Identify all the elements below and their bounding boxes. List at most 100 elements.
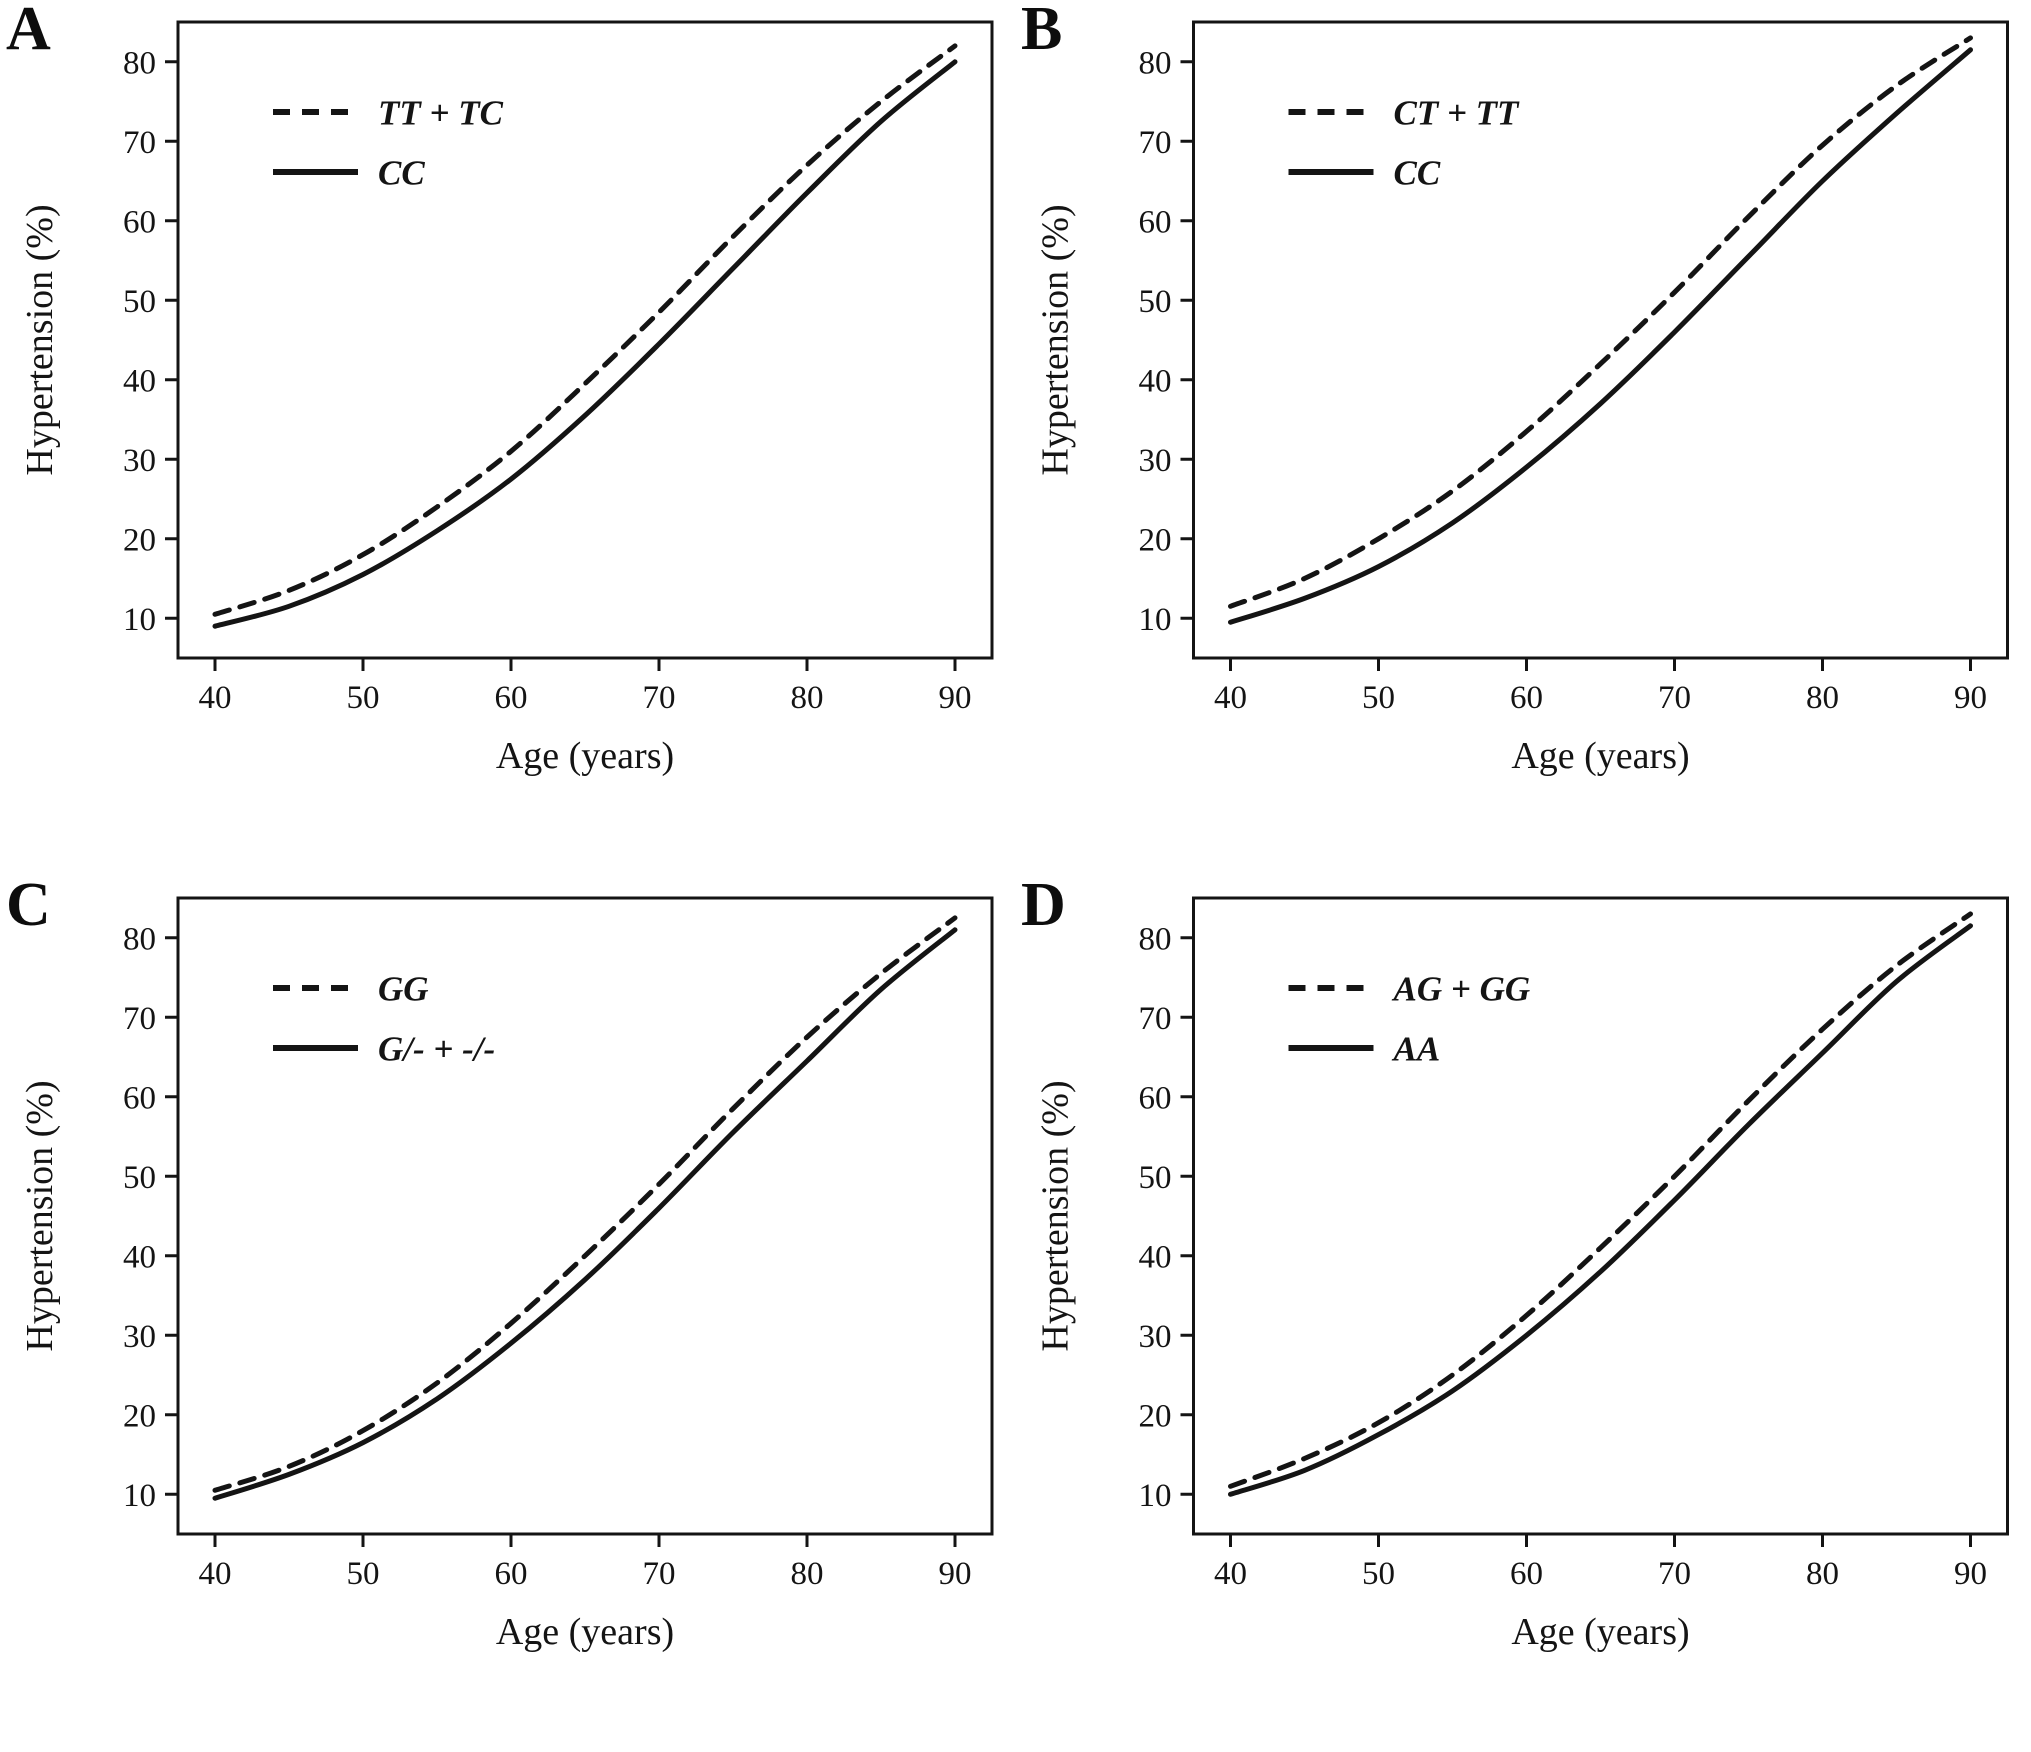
x-tick-label: 50 xyxy=(1362,1556,1395,1592)
y-tick-label: 10 xyxy=(123,1478,156,1514)
x-tick-label: 90 xyxy=(939,680,972,716)
panel-D: D 40 50 60 70 80 90 10 20 30 40 50 60 70 80 Age (years… xyxy=(1015,871,2031,1752)
x-tick-label: 50 xyxy=(1362,680,1395,716)
x-tick-label: 40 xyxy=(199,1556,232,1592)
y-tick-label: 40 xyxy=(1139,1239,1172,1275)
curve-dashed xyxy=(1228,35,1973,609)
legend-label: GG xyxy=(378,969,429,1008)
y-tick-label: 80 xyxy=(123,45,156,81)
y-tick-label: 50 xyxy=(1139,284,1172,320)
legend-label: CC xyxy=(1394,153,1441,192)
chart-panel-B: 40 50 60 70 80 90 10 20 30 40 50 60 70 80 Age (years) H… xyxy=(1035,20,2009,777)
x-axis-label: Age (years) xyxy=(496,1611,674,1653)
curve-solid xyxy=(212,59,958,629)
y-axis-label: Hypertension (%) xyxy=(19,204,61,475)
plot-area xyxy=(1192,896,2009,1536)
legend: CT + TT CC xyxy=(1288,93,1521,192)
plot-area xyxy=(176,896,994,1536)
y-tick-label: 60 xyxy=(1139,204,1172,240)
x-tick-label: 80 xyxy=(1806,680,1839,716)
legend-label: CT + TT xyxy=(1394,93,1521,132)
x-tick-label: 90 xyxy=(1954,680,1987,716)
x-tick-label: 60 xyxy=(1510,1556,1543,1592)
curve-solid xyxy=(212,927,958,1501)
y-tick-label: 10 xyxy=(1139,602,1172,638)
x-tick-label: 60 xyxy=(495,1556,528,1592)
panel-A: A 40 50 60 70 80 90 10 20 30 40 50 60 70 80 Age (years… xyxy=(0,0,1015,876)
chart-panel-C: 40 50 60 70 80 90 10 20 30 40 50 60 70 80 Age (years) H… xyxy=(19,896,994,1653)
y-tick-label: 70 xyxy=(1139,1001,1172,1037)
panel-B: B 40 50 60 70 80 90 10 20 30 40 50 60 70 80 Age (years… xyxy=(1015,0,2031,876)
y-tick-label: 10 xyxy=(1139,1478,1172,1514)
y-tick-label: 70 xyxy=(123,1001,156,1037)
x-tick-label: 80 xyxy=(791,680,824,716)
curve-solid xyxy=(1228,923,1973,1497)
x-tick-label: 40 xyxy=(1214,680,1247,716)
y-tick-label: 20 xyxy=(1139,1398,1172,1434)
legend: TT + TC CC xyxy=(273,93,504,192)
curve-dashed xyxy=(212,43,958,617)
curve-dashed xyxy=(1228,911,1973,1489)
x-tick-label: 40 xyxy=(199,680,232,716)
x-tick-label: 70 xyxy=(643,1556,676,1592)
x-axis-label: Age (years) xyxy=(496,735,674,777)
chart-panel-D: 40 50 60 70 80 90 10 20 30 40 50 60 70 80 Age (years) H… xyxy=(1035,896,2009,1653)
x-tick-label: 50 xyxy=(347,1556,380,1592)
curve-solid xyxy=(1228,47,1973,625)
y-tick-label: 70 xyxy=(123,125,156,161)
x-tick-label: 90 xyxy=(1954,1556,1987,1592)
x-tick-label: 50 xyxy=(347,680,380,716)
x-tick-label: 70 xyxy=(1658,680,1691,716)
plot-area xyxy=(1192,20,2009,660)
y-tick-label: 20 xyxy=(1139,522,1172,558)
x-tick-label: 60 xyxy=(495,680,528,716)
y-axis-label: Hypertension (%) xyxy=(1035,204,1077,475)
x-tick-label: 90 xyxy=(939,1556,972,1592)
y-tick-label: 80 xyxy=(123,921,156,957)
legend: GG G/- + -/- xyxy=(273,969,495,1068)
y-tick-label: 60 xyxy=(123,1080,156,1116)
x-tick-label: 70 xyxy=(643,680,676,716)
panel-C: C 40 50 60 70 80 90 10 20 30 40 50 60 70 80 Age (years… xyxy=(0,871,1015,1752)
y-axis-label: Hypertension (%) xyxy=(1035,1080,1077,1351)
y-tick-label: 20 xyxy=(123,522,156,558)
panel-label-A: A xyxy=(6,0,51,63)
panel-label-B: B xyxy=(1021,0,1063,63)
x-tick-label: 40 xyxy=(1214,1556,1247,1592)
y-tick-label: 20 xyxy=(123,1398,156,1434)
plot-area xyxy=(176,20,994,660)
y-tick-label: 50 xyxy=(123,284,156,320)
y-tick-label: 80 xyxy=(1139,921,1172,957)
y-tick-label: 80 xyxy=(1139,45,1172,81)
y-tick-label: 40 xyxy=(123,1239,156,1275)
x-axis-label: Age (years) xyxy=(1511,735,1689,777)
y-tick-label: 50 xyxy=(123,1160,156,1196)
curve-dashed xyxy=(212,915,958,1493)
y-tick-label: 40 xyxy=(1139,363,1172,399)
legend-label: AA xyxy=(1392,1029,1441,1068)
x-tick-label: 70 xyxy=(1658,1556,1691,1592)
y-tick-label: 30 xyxy=(123,443,156,479)
legend-label: G/- + -/- xyxy=(378,1029,495,1068)
y-tick-label: 40 xyxy=(123,363,156,399)
chart-panel-A: 40 50 60 70 80 90 10 20 30 40 50 60 70 80 Age (years) H… xyxy=(19,20,994,777)
y-tick-label: 60 xyxy=(1139,1080,1172,1116)
legend-label: TT + TC xyxy=(378,93,504,132)
y-tick-label: 60 xyxy=(123,204,156,240)
panel-label-D: D xyxy=(1021,871,1066,939)
x-axis-label: Age (years) xyxy=(1511,1611,1689,1653)
y-tick-label: 30 xyxy=(1139,443,1172,479)
y-axis-label: Hypertension (%) xyxy=(19,1080,61,1351)
legend-label: CC xyxy=(378,153,425,192)
y-tick-label: 10 xyxy=(123,602,156,638)
x-tick-label: 60 xyxy=(1510,680,1543,716)
y-tick-label: 30 xyxy=(1139,1319,1172,1355)
y-tick-label: 50 xyxy=(1139,1160,1172,1196)
y-tick-label: 30 xyxy=(123,1319,156,1355)
panel-label-C: C xyxy=(6,871,51,939)
legend: AG + GG AA xyxy=(1288,969,1531,1068)
legend-label: AG + GG xyxy=(1392,969,1531,1008)
y-tick-label: 70 xyxy=(1139,125,1172,161)
x-tick-label: 80 xyxy=(1806,1556,1839,1592)
